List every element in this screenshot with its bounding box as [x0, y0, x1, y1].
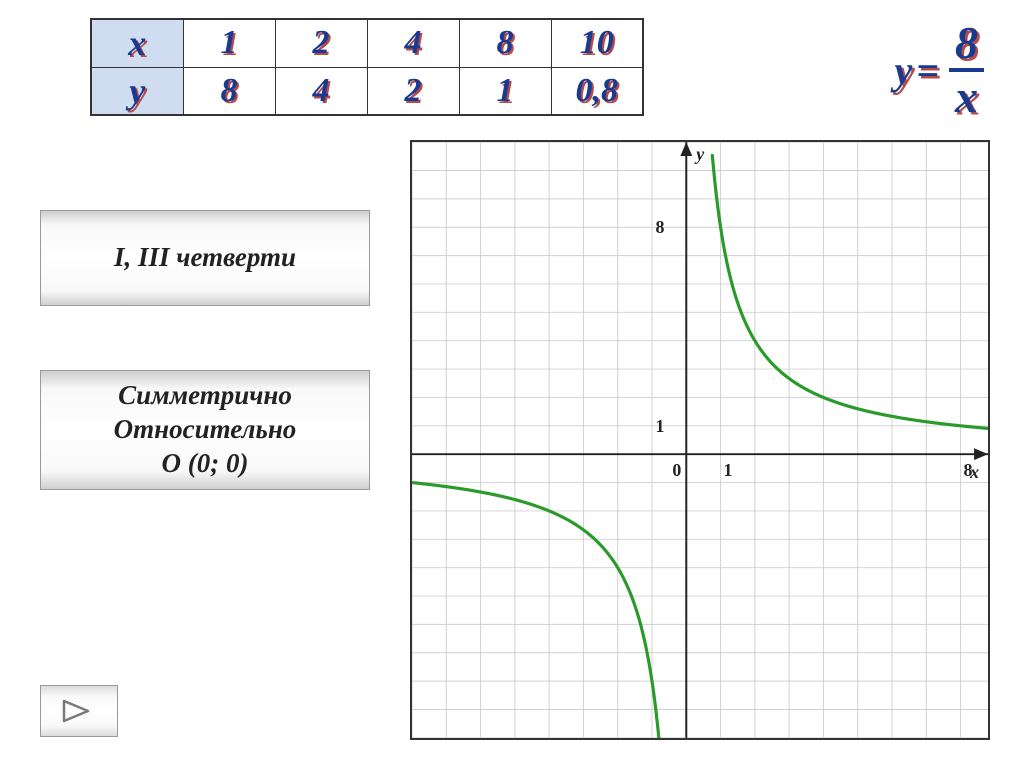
formula-eq: =	[916, 47, 939, 94]
next-icon	[60, 697, 98, 725]
formula-numerator: 8	[949, 20, 984, 68]
next-button[interactable]	[40, 685, 118, 737]
svg-text:y: y	[694, 144, 704, 164]
cell: 8	[221, 72, 238, 109]
cell: 4	[405, 24, 422, 61]
symmetry-box: Симметрично Относительно О (0; 0)	[40, 370, 370, 490]
svg-text:8: 8	[655, 217, 664, 237]
formula: y = 8 x	[894, 20, 984, 120]
formula-fraction: 8 x	[949, 20, 984, 120]
cell: 1	[497, 72, 514, 109]
svg-text:x: x	[969, 462, 979, 482]
hyperbola-chart: 18180xy	[410, 140, 990, 740]
svg-text:1: 1	[724, 460, 733, 480]
row-x-label: x	[128, 23, 146, 63]
svg-text:0: 0	[672, 460, 681, 480]
cell: 8	[497, 24, 514, 61]
cell: 10	[580, 24, 614, 61]
cell: 4	[313, 72, 330, 109]
svg-text:1: 1	[655, 416, 664, 436]
cell: 1	[221, 24, 238, 61]
quadrants-box: I, III четверти	[40, 210, 370, 306]
symmetry-text: Симметрично Относительно О (0; 0)	[114, 379, 297, 480]
formula-denominator: x	[949, 68, 984, 120]
xy-table: x 1 2 4 8 10 y 8 4 2 1 0,8	[90, 18, 644, 116]
cell: 2	[405, 72, 422, 109]
chart-svg: 18180xy	[412, 142, 988, 738]
row-y-label: y	[129, 71, 145, 111]
quadrants-text: I, III четверти	[114, 241, 296, 275]
cell: 0,8	[576, 72, 619, 109]
formula-lhs: y	[894, 47, 912, 94]
cell: 2	[313, 24, 330, 61]
